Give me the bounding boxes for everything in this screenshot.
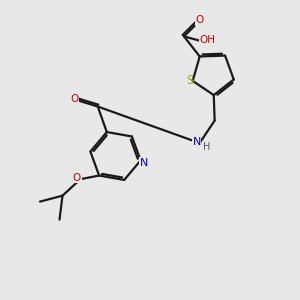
Text: N: N bbox=[193, 136, 201, 147]
Text: O: O bbox=[196, 16, 204, 26]
Text: H: H bbox=[202, 142, 210, 152]
Text: OH: OH bbox=[199, 35, 215, 45]
Text: N: N bbox=[140, 158, 148, 168]
Text: O: O bbox=[73, 172, 81, 183]
Text: S: S bbox=[187, 74, 194, 87]
Text: O: O bbox=[70, 94, 79, 104]
